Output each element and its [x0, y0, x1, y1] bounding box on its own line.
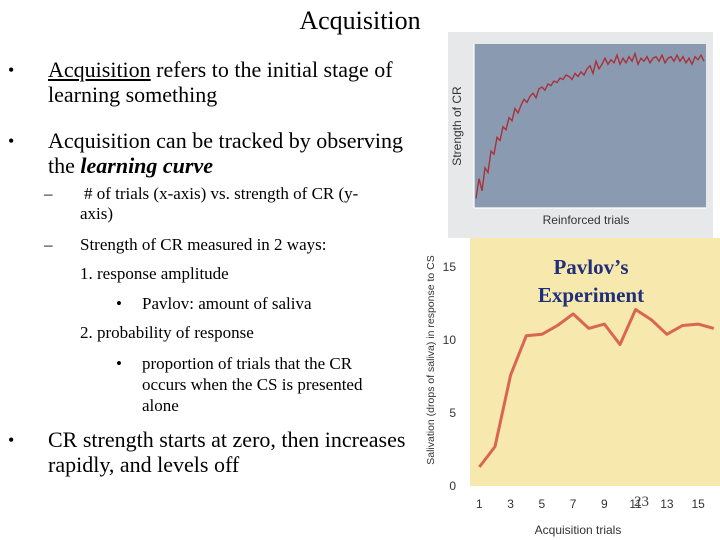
- dash-icon: –: [44, 235, 53, 254]
- slide-title: Acquisition: [299, 6, 421, 35]
- bullet-learning-curve: Acquisition can be tracked by observing …: [48, 128, 448, 178]
- caption-line1: Pavlov’s: [553, 255, 629, 279]
- probability-line3: alone: [142, 396, 179, 415]
- x-tick-label: 11: [629, 497, 642, 511]
- bottom-y-axis-label: Salivation (drops of saliva) in response…: [425, 255, 437, 465]
- bottom-x-axis-label: Acquisition trials: [535, 523, 622, 537]
- plot-area: [474, 44, 706, 208]
- x-tick-label: 1: [476, 497, 483, 511]
- bullet-cr-strength: CR strength starts at zero, then increas…: [48, 427, 448, 477]
- learning-curve-term: learning curve: [80, 153, 214, 178]
- sub-bullet-measures: Strength of CR measured in 2 ways:: [80, 235, 327, 254]
- x-tick-label: 5: [539, 497, 546, 511]
- x-tick-label: 13: [660, 497, 674, 511]
- numbered-item-probability: 2. probability of response: [80, 323, 254, 342]
- x-tick-label: 7: [570, 497, 577, 511]
- bullet-icon: •: [116, 354, 122, 373]
- y-tick-label: 5: [449, 406, 456, 420]
- axes-line1: # of trials (x-axis) vs. strength of CR …: [84, 184, 359, 203]
- bullet-icon: •: [8, 131, 15, 151]
- amplitude-detail: Pavlov: amount of saliva: [142, 294, 312, 313]
- top-y-axis-label: Strength of CR: [450, 86, 464, 166]
- numbered-item-amplitude: 1. response amplitude: [80, 264, 229, 283]
- bullet-icon: •: [8, 60, 15, 80]
- dash-icon: –: [44, 184, 53, 203]
- page-number: 23: [634, 494, 649, 510]
- definition-line2: learning something: [48, 82, 218, 107]
- y-tick-label: 15: [443, 260, 457, 274]
- x-tick-labels: 1 3 5 7 9 11 13 15: [476, 497, 705, 511]
- cr-strength-chart: Strength of CR Reinforced trials: [448, 32, 713, 238]
- definition-text: refers to the initial stage of: [150, 57, 393, 82]
- y-tick-labels: 0 5 10 15: [443, 260, 457, 493]
- top-x-axis-label: Reinforced trials: [543, 213, 630, 227]
- learning-curve-line1: Acquisition can be tracked by observing: [48, 128, 403, 153]
- bullet-icon: •: [8, 430, 15, 450]
- caption-line2: Experiment: [537, 283, 645, 307]
- term-acquisition: Acquisition: [48, 57, 151, 82]
- probability-detail: proportion of trials that the CR occurs …: [142, 353, 412, 416]
- bullet-acquisition-definition: Acquisition refers to the initial stage …: [48, 57, 448, 107]
- x-tick-label: 3: [507, 497, 514, 511]
- probability-line2: occurs when the CS is presented: [142, 375, 363, 394]
- learning-curve-pre: the: [48, 153, 81, 178]
- probability-line1: proportion of trials that the CR: [142, 354, 353, 373]
- axes-line2: axis): [80, 204, 114, 223]
- plot-area: [470, 238, 720, 486]
- cr-strength-line1: CR strength starts at zero, then increas…: [48, 427, 406, 452]
- y-tick-label: 0: [449, 479, 456, 493]
- figure-caption: Pavlov’s Experiment: [500, 253, 682, 309]
- bullet-icon: •: [116, 294, 122, 313]
- sub-bullet-axes: # of trials (x-axis) vs. strength of CR …: [80, 184, 420, 224]
- x-tick-label: 15: [691, 497, 705, 511]
- y-tick-label: 10: [443, 333, 457, 347]
- cr-strength-line: [475, 51, 705, 199]
- cr-strength-line2: rapidly, and levels off: [48, 452, 240, 477]
- x-tick-label: 9: [601, 497, 608, 511]
- salivation-line: [478, 308, 715, 468]
